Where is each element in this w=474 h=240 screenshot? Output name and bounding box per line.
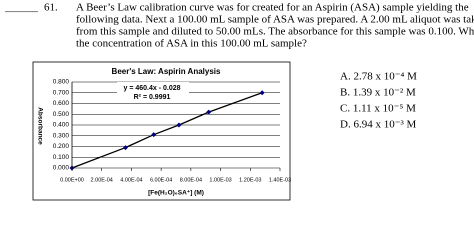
trend-line bbox=[71, 92, 263, 169]
y-tick-label: 0.600 bbox=[53, 100, 70, 107]
x-tick-label: 0.00E+00 bbox=[60, 177, 84, 183]
choice: C. 1.11 x 10⁻⁵ M bbox=[340, 103, 416, 115]
question-line: the concentration of ASA in this 100.00 … bbox=[76, 38, 307, 50]
x-tick-label: 1.00E-03 bbox=[209, 177, 231, 183]
choice: D. 6.94 x 10⁻³ M bbox=[340, 119, 417, 131]
r-squared: R² = 0.9991 bbox=[134, 94, 171, 101]
x-axis-title: [Fe(H₂O)₆SA⁺] (M) bbox=[148, 190, 204, 197]
y-axis-title: Absorbance bbox=[36, 107, 43, 145]
x-tick-label: 1.20E-03 bbox=[239, 177, 261, 183]
equation: y = 460.4x - 0.028 bbox=[123, 85, 180, 92]
y-tick-label: 0.100 bbox=[53, 154, 70, 161]
question-line: from this sample and diluted to 50.00 mL… bbox=[76, 26, 474, 38]
data-point bbox=[151, 132, 157, 138]
question-line: A Beer’s Law calibration curve was for c… bbox=[76, 2, 469, 14]
y-tick-label: 0.500 bbox=[53, 111, 70, 118]
choice: A. 2.78 x 10⁻⁴ M bbox=[340, 71, 417, 83]
data-point bbox=[259, 90, 265, 96]
x-tick-label: 1.40E-03 bbox=[269, 177, 291, 183]
y-tick-label: 0.200 bbox=[53, 143, 70, 150]
page: ______ 61. A Beer’s Law calibration curv… bbox=[4, 2, 474, 201]
data-point bbox=[206, 109, 212, 115]
y-tick-label: 0.800 bbox=[53, 79, 70, 86]
y-tick-label: 0.000 bbox=[53, 165, 70, 172]
question-line: following data. Next a 100.00 mL sample … bbox=[76, 14, 474, 26]
question-number: 61. bbox=[44, 2, 58, 14]
chart-title: Beer's Law: Aspirin Analysis bbox=[112, 67, 221, 76]
x-tick-label: 8.00E-04 bbox=[180, 177, 202, 183]
answer-blank: ______ bbox=[4, 2, 39, 14]
y-tick-label: 0.300 bbox=[53, 132, 70, 139]
equation-box bbox=[117, 82, 189, 102]
x-tick-label: 2.00E-04 bbox=[91, 177, 113, 183]
choice: B. 1.39 x 10⁻² M bbox=[340, 87, 416, 99]
data-point bbox=[122, 145, 128, 151]
y-tick-label: 0.700 bbox=[53, 89, 70, 96]
y-tick-label: 0.400 bbox=[53, 122, 70, 129]
x-tick-label: 4.00E-04 bbox=[120, 177, 142, 183]
data-point bbox=[176, 122, 182, 128]
x-tick-label: 6.00E-04 bbox=[150, 177, 172, 183]
